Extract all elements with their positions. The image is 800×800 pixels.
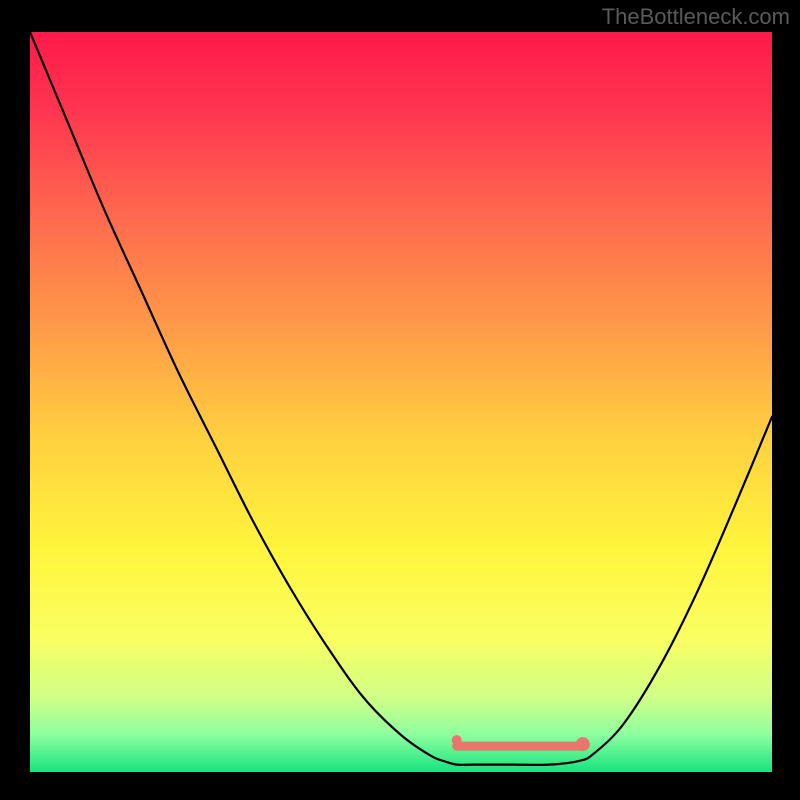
flat-marker-start-cap	[452, 735, 462, 745]
flat-marker-end-cap	[576, 737, 590, 751]
watermark-text: TheBottleneck.com	[602, 4, 790, 30]
bottleneck-curve	[30, 32, 772, 765]
curve-overlay	[30, 32, 772, 772]
flat-bottom-marker	[452, 735, 590, 751]
chart-plot-area	[30, 32, 772, 772]
